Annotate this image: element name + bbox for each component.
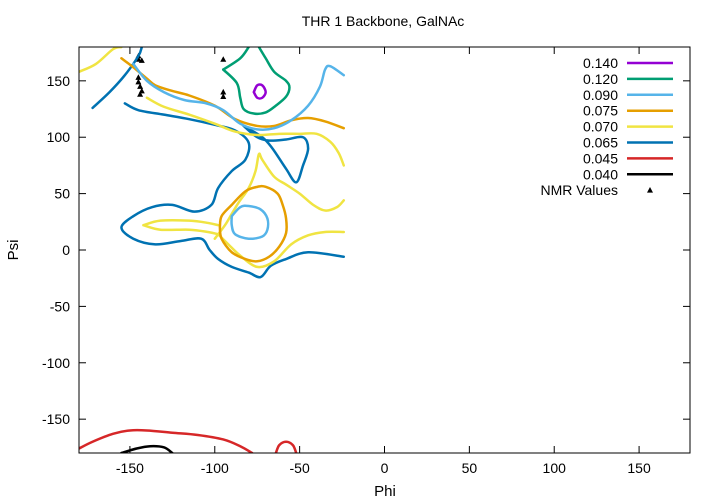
contour-0-070 [213, 152, 346, 240]
contour-0-065 [91, 47, 144, 110]
contour-0-090 [132, 62, 346, 131]
contour-0-045 [274, 440, 298, 453]
legend-label: 0.140 [583, 55, 618, 71]
x-tick-label: 0 [381, 460, 389, 476]
x-tick-label: -100 [201, 460, 229, 476]
nmr-value-point [220, 93, 227, 100]
contour-0-120 [222, 47, 250, 71]
nmr-value-point [137, 91, 144, 97]
contour-0-120 [222, 47, 291, 116]
legend-label: 0.120 [583, 71, 618, 87]
contour-0-070 [145, 96, 346, 167]
contour-0-070 [79, 47, 123, 74]
contour-0-065 [120, 102, 346, 279]
x-tick-label: 150 [627, 460, 651, 476]
plot-group [79, 47, 346, 453]
chart-title: THR 1 Backbone, GalNAc [302, 13, 465, 29]
legend-label: 0.070 [583, 119, 618, 135]
legend-label: 0.045 [583, 150, 618, 166]
nmr-value-point [135, 78, 142, 85]
y-tick-label: -50 [50, 298, 70, 314]
x-tick-label: -50 [290, 460, 310, 476]
x-tick-label: 50 [462, 460, 478, 476]
legend-label: NMR Values [540, 182, 618, 198]
nmr-value-point [135, 74, 142, 80]
nmr-value-point [220, 56, 227, 62]
contour-0-090 [230, 204, 270, 241]
contour-0-075 [218, 184, 288, 263]
contour-0-040 [120, 444, 174, 453]
contour-0-065 [242, 124, 310, 184]
nmr-value-point [138, 57, 145, 63]
y-tick-label: 150 [47, 73, 71, 89]
y-tick-label: -150 [42, 411, 70, 427]
y-axis-label: Psi [5, 240, 22, 261]
legend: 0.1400.1200.0900.0750.0700.0650.0450.040… [540, 55, 673, 198]
contour-0-140 [252, 83, 267, 100]
tick-group: -150 -100 -50 0 50 100 150 -150 -100 -50 0 50 100 150 [42, 47, 690, 476]
y-tick-label: 0 [62, 242, 70, 258]
legend-label: 0.065 [583, 135, 618, 151]
contour-0-045 [79, 428, 254, 453]
y-tick-label: 50 [54, 186, 70, 202]
y-tick-label: -100 [42, 355, 70, 371]
y-tick-label: 100 [47, 129, 71, 145]
nmr-value-point [220, 88, 227, 95]
legend-label: 0.075 [583, 103, 618, 119]
plot-frame [78, 46, 691, 454]
x-tick-label: -150 [116, 460, 144, 476]
nmr-value-point [137, 83, 144, 89]
x-tick-label: 100 [543, 460, 567, 476]
legend-label: 0.040 [583, 166, 618, 182]
x-axis-label: Phi [374, 483, 396, 500]
legend-marker [647, 187, 653, 193]
contour-0-070 [216, 230, 346, 269]
legend-label: 0.090 [583, 87, 618, 103]
contour-0-070 [142, 223, 220, 236]
contour-0-070 [142, 218, 220, 227]
